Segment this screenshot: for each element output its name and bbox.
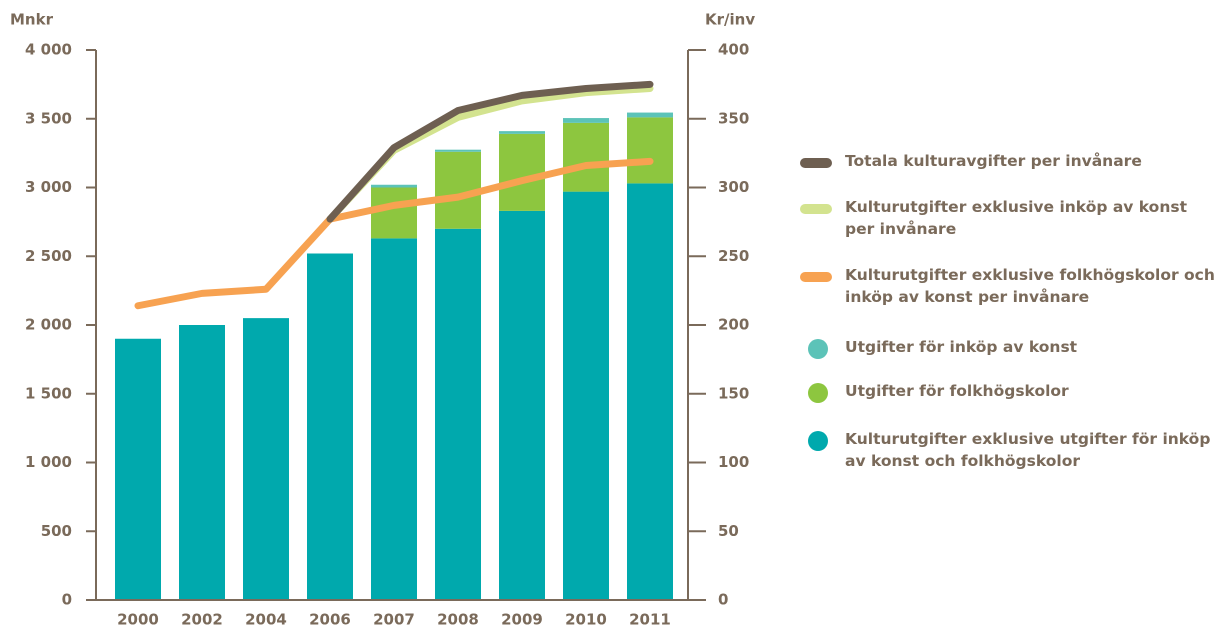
legend-label: Kulturutgifter exklusive folkhögskolor o… [845, 266, 1215, 306]
y2-tick-label: 50 [718, 522, 739, 540]
bar [179, 325, 225, 600]
legend-symbol [800, 272, 832, 282]
x-tick-label: 2008 [437, 611, 479, 629]
legend-label: Totala kulturavgifter per invånare [845, 152, 1142, 170]
x-tick-label: 2007 [373, 611, 415, 629]
legend-item: Totala kulturavgifter per invånare [800, 150, 1218, 173]
y-tick-label: 4 000 [25, 41, 72, 59]
y-axis-title: Mnkr [10, 11, 54, 29]
bar [371, 187, 417, 239]
y-tick-label: 3 000 [25, 178, 72, 196]
y-tick-label: 3 500 [25, 109, 72, 127]
legend-item: Kulturutgifter exklusive inköp av konst … [800, 196, 1218, 240]
bar [499, 133, 545, 211]
bar [435, 149, 481, 152]
legend-label: Utgifter för inköp av konst [845, 338, 1078, 356]
legend-swatch [800, 204, 832, 214]
legend-symbol [800, 158, 832, 168]
bar [627, 112, 673, 118]
y2-tick-label: 0 [718, 591, 728, 609]
y2-tick-label: 200 [718, 316, 749, 334]
y2-axis-title: Kr/inv [705, 11, 755, 29]
y-tick-label: 1 500 [25, 384, 72, 402]
bar [307, 253, 353, 600]
legend-label: Utgifter för folkhögskolor [845, 382, 1069, 400]
x-tick-label: 2000 [117, 611, 159, 629]
legend-item: Utgifter för folkhögskolor [800, 380, 1218, 403]
legend-symbol [808, 339, 828, 359]
y2-tick-label: 400 [718, 41, 749, 59]
legend-symbol [808, 383, 828, 403]
legend-item: Utgifter för inköp av konst [800, 336, 1218, 359]
x-tick-label: 2011 [629, 611, 671, 629]
y2-tick-label: 350 [718, 109, 749, 127]
line [134, 157, 654, 310]
x-tick-label: 2004 [245, 611, 287, 629]
legend-swatch [808, 339, 828, 359]
bar [499, 210, 545, 600]
bar [563, 191, 609, 600]
y-tick-label: 500 [41, 522, 72, 540]
legend-label: Kulturutgifter exklusive utgifter för in… [845, 430, 1211, 470]
legend-item: Kulturutgifter exklusive folkhögskolor o… [800, 264, 1218, 308]
x-tick-label: 2006 [309, 611, 351, 629]
bar [627, 183, 673, 600]
legend-swatch [808, 431, 828, 451]
bar [627, 117, 673, 184]
y2-tick-label: 250 [718, 247, 749, 265]
y2-tick-label: 100 [718, 453, 749, 471]
legend-symbol [808, 431, 828, 451]
legend-swatch [808, 383, 828, 403]
legend-swatch [800, 158, 832, 168]
bar [371, 184, 417, 188]
bar [435, 228, 481, 600]
x-tick-label: 2002 [181, 611, 223, 629]
y-tick-label: 2 000 [25, 316, 72, 334]
legend-label: Kulturutgifter exklusive inköp av konst … [845, 198, 1187, 238]
y-tick-label: 1 000 [25, 453, 72, 471]
x-tick-label: 2009 [501, 611, 543, 629]
bar [563, 118, 609, 123]
legend-swatch [800, 272, 832, 282]
legend-symbol [800, 204, 832, 214]
bar [499, 131, 545, 134]
x-tick-label: 2010 [565, 611, 607, 629]
bar [563, 122, 609, 192]
y-tick-label: 0 [62, 591, 72, 609]
y-tick-label: 2 500 [25, 247, 72, 265]
y2-tick-label: 150 [718, 384, 749, 402]
bar [115, 338, 161, 600]
legend-item: Kulturutgifter exklusive utgifter för in… [800, 428, 1218, 472]
y2-tick-label: 300 [718, 178, 749, 196]
bar [243, 318, 289, 600]
bar [371, 238, 417, 600]
line [326, 80, 654, 223]
